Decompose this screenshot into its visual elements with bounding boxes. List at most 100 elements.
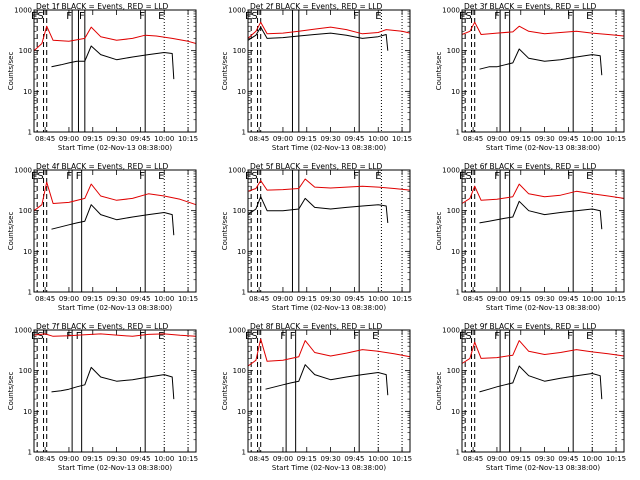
y-axis-label: Counts/sec [221, 372, 229, 411]
lld-series-line [461, 21, 625, 37]
x-tick-label: 09:45 [344, 295, 364, 303]
x-tick-label: 09:15 [83, 135, 103, 143]
plot-frame [461, 9, 625, 133]
event-marker-label: E [375, 11, 381, 22]
y-tick-label: 100 [233, 207, 246, 215]
y-axis-label: Counts/sec [435, 372, 443, 411]
x-axis-label: Start Time (02-Nov-13 08:38:00) [272, 304, 386, 312]
y-tick-label: 100 [19, 207, 32, 215]
lld-series-line [247, 338, 411, 367]
x-tick-label: 10:15 [606, 135, 626, 143]
x-tick-label: 09:00 [273, 135, 293, 143]
x-axis-label: Start Time (02-Nov-13 08:38:00) [486, 304, 600, 312]
event-marker-label: E [586, 331, 592, 342]
x-tick-label: 08:45 [35, 135, 55, 143]
events-series-line [51, 366, 175, 400]
y-tick-label: 1000 [442, 327, 460, 335]
x-tick-label: 08:45 [249, 295, 269, 303]
event-marker-label: F [76, 171, 82, 182]
x-tick-label: 09:45 [558, 295, 578, 303]
x-tick-label: 09:15 [297, 455, 317, 463]
event-marker-label: S [251, 331, 257, 342]
x-tick-label: 09:30 [106, 295, 126, 303]
event-marker-label: E [586, 171, 592, 182]
x-tick-label: 09:15 [83, 295, 103, 303]
plot-frame [461, 329, 625, 453]
y-tick-label: 10 [451, 248, 460, 256]
x-tick-label: 09:00 [487, 135, 507, 143]
x-tick-label: 10:00 [154, 295, 174, 303]
x-axis-label: Start Time (02-Nov-13 08:38:00) [272, 144, 386, 152]
x-tick-label: 09:00 [487, 455, 507, 463]
event-marker-label: F [353, 11, 359, 22]
plot-frame [247, 169, 411, 293]
event-marker-label: S [37, 11, 43, 22]
event-marker-label: F [494, 11, 500, 22]
y-tick-label: 10 [451, 408, 460, 416]
y-tick-label: 100 [447, 367, 460, 375]
x-tick-label: 09:45 [130, 135, 150, 143]
event-marker-label: S [37, 331, 43, 342]
x-tick-label: 08:45 [249, 455, 269, 463]
y-tick-label: 1000 [14, 327, 32, 335]
x-axis-label: Start Time (02-Nov-13 08:38:00) [58, 144, 172, 152]
y-axis-label: Counts/sec [7, 212, 15, 251]
x-tick-label: 09:45 [558, 135, 578, 143]
x-tick-label: 09:00 [273, 455, 293, 463]
lld-series-line [33, 181, 197, 212]
event-marker-label: F [567, 11, 573, 22]
panel-title: Det 8f BLACK = Events, RED = LLD [250, 322, 383, 331]
x-axis-label: Start Time (02-Nov-13 08:38:00) [486, 144, 600, 152]
panel-title: Det 5f BLACK = Events, RED = LLD [250, 162, 383, 171]
event-marker-label: F [66, 171, 72, 182]
x-tick-label: 10:15 [392, 455, 412, 463]
x-tick-label: 09:30 [320, 455, 340, 463]
y-tick-label: 1 [242, 129, 246, 137]
panel-det-3: Det 3f BLACK = Events, RED = LLD Counts/s… [435, 2, 626, 152]
x-tick-label: 08:45 [35, 455, 55, 463]
events-series-line [479, 200, 603, 230]
y-tick-label: 1 [242, 449, 246, 457]
x-tick-label: 09:15 [511, 295, 531, 303]
x-tick-label: 10:00 [368, 455, 388, 463]
y-tick-label: 1 [456, 289, 460, 297]
x-tick-label: 09:30 [534, 455, 554, 463]
x-tick-label: 10:15 [392, 295, 412, 303]
x-tick-label: 08:45 [463, 455, 483, 463]
event-marker-label: E [158, 171, 164, 182]
x-tick-label: 08:45 [35, 295, 55, 303]
x-tick-label: 09:00 [273, 295, 293, 303]
x-tick-label: 09:45 [130, 455, 150, 463]
x-tick-label: 09:00 [487, 295, 507, 303]
y-axis-label: Counts/sec [221, 52, 229, 91]
y-tick-label: 10 [451, 88, 460, 96]
panel-det-6: Det 6f BLACK = Events, RED = LLD Counts/s… [435, 162, 626, 312]
event-marker-label: S [465, 171, 471, 182]
x-tick-label: 09:15 [511, 455, 531, 463]
events-series-line [479, 48, 603, 76]
y-tick-label: 100 [447, 207, 460, 215]
y-tick-label: 10 [23, 408, 32, 416]
y-tick-label: 1 [28, 289, 32, 297]
events-series-line [265, 364, 389, 396]
panel-title: Det 3f BLACK = Events, RED = LLD [464, 2, 597, 11]
panel-title: Det 7f BLACK = Events, RED = LLD [36, 322, 169, 331]
event-marker-label: E [158, 331, 164, 342]
x-tick-label: 10:15 [606, 295, 626, 303]
x-tick-label: 09:15 [297, 135, 317, 143]
x-tick-label: 10:00 [154, 135, 174, 143]
x-tick-label: 09:30 [320, 295, 340, 303]
event-marker-label: F [79, 11, 85, 22]
y-tick-label: 100 [447, 47, 460, 55]
event-marker-label: F [567, 331, 573, 342]
x-tick-label: 10:00 [368, 295, 388, 303]
event-marker-label: S [37, 171, 43, 182]
y-tick-label: 100 [19, 47, 32, 55]
event-marker-label: S [251, 11, 257, 22]
y-tick-label: 1000 [228, 327, 246, 335]
events-series-line [51, 204, 175, 236]
events-series-line [51, 45, 175, 80]
x-tick-label: 10:00 [582, 135, 602, 143]
y-axis-label: Counts/sec [435, 212, 443, 251]
x-tick-label: 08:45 [249, 135, 269, 143]
